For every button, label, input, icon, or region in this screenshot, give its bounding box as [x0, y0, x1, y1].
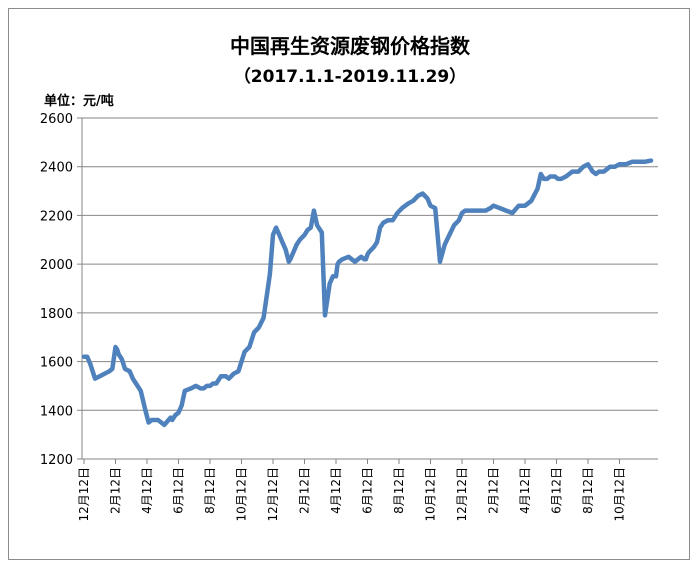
x-tick-label: 8月12日 [392, 467, 406, 514]
x-tick-label: 10月12日 [235, 467, 249, 522]
x-tick-label: 6月12日 [361, 467, 375, 514]
x-tick-label: 4月12日 [518, 467, 532, 514]
y-tick-label: 1600 [40, 356, 73, 371]
y-tick-label: 1800 [40, 307, 73, 322]
y-axis-ticks: 1200 1400 1600 1800 2000 2200 2400 2600 [40, 112, 82, 468]
x-tick-label: 2月12日 [487, 467, 501, 514]
x-tick-label: 6月12日 [550, 467, 564, 514]
y-tick-label: 1400 [40, 404, 73, 419]
series-line [81, 158, 654, 428]
x-tick-label: 2月12日 [109, 467, 123, 514]
x-tick-label: 4月12日 [140, 467, 154, 514]
x-axis-ticks: 12月12日 2月12日 4月12日 6月12日 8月12日 10月12日 12月12日 2月… [77, 459, 627, 522]
y-axis-unit-label: 单位：元/吨 [44, 94, 114, 109]
x-tick-label: 4月12日 [329, 467, 343, 514]
x-tick-label: 8月12日 [203, 467, 217, 514]
x-tick-label: 10月12日 [613, 467, 627, 522]
y-tick-label: 2600 [40, 112, 73, 127]
x-tick-label: 6月12日 [172, 467, 186, 514]
x-tick-label: 12月12日 [77, 467, 91, 522]
y-tick-label: 2200 [40, 209, 73, 224]
axes [81, 118, 658, 460]
x-tick-label: 12月12日 [455, 467, 469, 522]
grid-lines [82, 117, 658, 460]
y-tick-label: 2000 [40, 258, 73, 273]
y-tick-label: 2400 [40, 161, 73, 176]
chart-frame [8, 8, 690, 560]
y-tick-label: 1200 [40, 453, 73, 468]
x-tick-label: 12月12日 [266, 467, 280, 522]
chart-subtitle: （2017.1.1-2019.11.29） [233, 67, 467, 87]
chart-title: 中国再生资源废钢价格指数 [230, 34, 470, 58]
x-tick-label: 8月12日 [581, 467, 595, 514]
series-group [81, 158, 654, 428]
x-tick-label: 2月12日 [298, 467, 312, 514]
x-tick-label: 10月12日 [424, 467, 438, 522]
